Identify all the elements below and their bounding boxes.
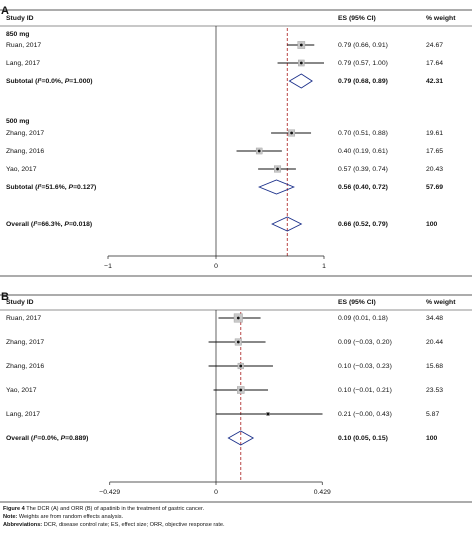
point-estimate — [266, 412, 270, 416]
subtotal-diamond — [258, 179, 295, 195]
panel-label: B — [1, 291, 9, 303]
abbreviations-text: DCR, disease control rate; ES, effect si… — [43, 522, 225, 528]
study-es-ci: 0.79 (0.66, 0.91) — [338, 42, 388, 49]
point-estimate — [257, 149, 261, 153]
subtotal-weight: 57.69 — [426, 184, 443, 191]
figure-caption: Figure 4 The DCR (A) and ORR (B) of apat… — [3, 506, 204, 513]
study-label: Zhang, 2017 — [6, 339, 44, 346]
header-study-id: Study ID — [6, 15, 34, 22]
overall-label: Overall (I²=0.0%, P=0.889) — [6, 435, 88, 442]
point-estimate — [236, 316, 240, 320]
study-weight: 5.87 — [426, 411, 439, 418]
header-es-ci: ES (95% CI) — [338, 299, 376, 306]
subgroup-label: 850 mg — [6, 31, 29, 38]
x-tick-label: 0.429 — [314, 489, 331, 496]
note-label: Note: — [3, 514, 18, 520]
study-es-ci: 0.79 (0.57, 1.00) — [338, 60, 388, 67]
figure-note: Note: Weights are from random effects an… — [3, 514, 123, 521]
figure-label: Figure 4 — [3, 506, 25, 512]
subtotal-es-ci: 0.79 (0.68, 0.89) — [338, 78, 388, 85]
subgroup-label: 500 mg — [6, 118, 29, 125]
overall-es-ci: 0.10 (0.05, 0.15) — [338, 435, 388, 442]
study-label: Yao, 2017 — [6, 387, 37, 394]
header-weight: % weight — [426, 15, 456, 22]
study-es-ci: 0.09 (−0.03, 0.20) — [338, 339, 392, 346]
study-weight: 20.43 — [426, 166, 443, 173]
study-weight: 15.68 — [426, 363, 443, 370]
study-weight: 19.61 — [426, 130, 443, 137]
overall-diamond — [271, 216, 303, 232]
abbreviations-label: Abbreviations: — [3, 522, 43, 528]
x-tick-label: −1 — [104, 263, 112, 270]
overall-diamond — [227, 430, 255, 446]
study-weight: 34.48 — [426, 315, 443, 322]
header-es-ci: ES (95% CI) — [338, 15, 376, 22]
study-weight: 23.53 — [426, 387, 443, 394]
study-es-ci: 0.21 (−0.00, 0.43) — [338, 411, 392, 418]
point-estimate — [239, 388, 243, 392]
note-text: Weights are from random effects analysis… — [18, 514, 124, 520]
study-weight: 17.65 — [426, 148, 443, 155]
subtotal-diamond — [288, 73, 313, 89]
study-label: Ruan, 2017 — [6, 42, 41, 49]
study-weight: 20.44 — [426, 339, 443, 346]
study-es-ci: 0.40 (0.19, 0.61) — [338, 148, 388, 155]
x-tick-label: 0 — [214, 489, 218, 496]
figure-abbreviations: Abbreviations: DCR, disease control rate… — [3, 522, 225, 529]
x-tick-label: 1 — [322, 263, 326, 270]
study-label: Zhang, 2016 — [6, 363, 44, 370]
study-weight: 17.64 — [426, 60, 443, 67]
x-tick-label: −0.429 — [99, 489, 120, 496]
overall-weight: 100 — [426, 435, 438, 442]
study-es-ci: 0.57 (0.39, 0.74) — [338, 166, 388, 173]
x-tick-label: 0 — [214, 263, 218, 270]
study-weight: 24.67 — [426, 42, 443, 49]
header-weight: % weight — [426, 299, 456, 306]
study-label: Ruan, 2017 — [6, 315, 41, 322]
subtotal-weight: 42.31 — [426, 78, 443, 85]
overall-weight: 100 — [426, 221, 438, 228]
overall-es-ci: 0.66 (0.52, 0.79) — [338, 221, 388, 228]
study-es-ci: 0.09 (0.01, 0.18) — [338, 315, 388, 322]
overall-label: Overall (I²=66.3%, P=0.018) — [6, 221, 92, 228]
study-label: Yao, 2017 — [6, 166, 37, 173]
study-es-ci: 0.70 (0.51, 0.88) — [338, 130, 388, 137]
subtotal-label: Subtotal (I²=0.0%, P=1.000) — [6, 78, 93, 85]
figure-caption-text: The DCR (A) and ORR (B) of apatinib in t… — [26, 506, 205, 512]
point-estimate — [236, 340, 240, 344]
subtotal-es-ci: 0.56 (0.40, 0.72) — [338, 184, 388, 191]
study-es-ci: 0.10 (−0.03, 0.23) — [338, 363, 392, 370]
study-label: Zhang, 2017 — [6, 130, 44, 137]
study-label: Lang, 2017 — [6, 411, 40, 418]
point-estimate — [276, 167, 279, 171]
header-study-id: Study ID — [6, 299, 34, 306]
point-estimate — [299, 43, 303, 47]
study-es-ci: 0.10 (−0.01, 0.21) — [338, 387, 392, 394]
point-estimate — [299, 61, 303, 65]
panel-label: A — [1, 5, 9, 17]
point-estimate — [290, 131, 293, 135]
study-label: Zhang, 2016 — [6, 148, 44, 155]
study-label: Lang, 2017 — [6, 60, 40, 67]
subtotal-label: Subtotal (I²=51.6%, P=0.127) — [6, 184, 96, 191]
point-estimate — [239, 364, 243, 368]
